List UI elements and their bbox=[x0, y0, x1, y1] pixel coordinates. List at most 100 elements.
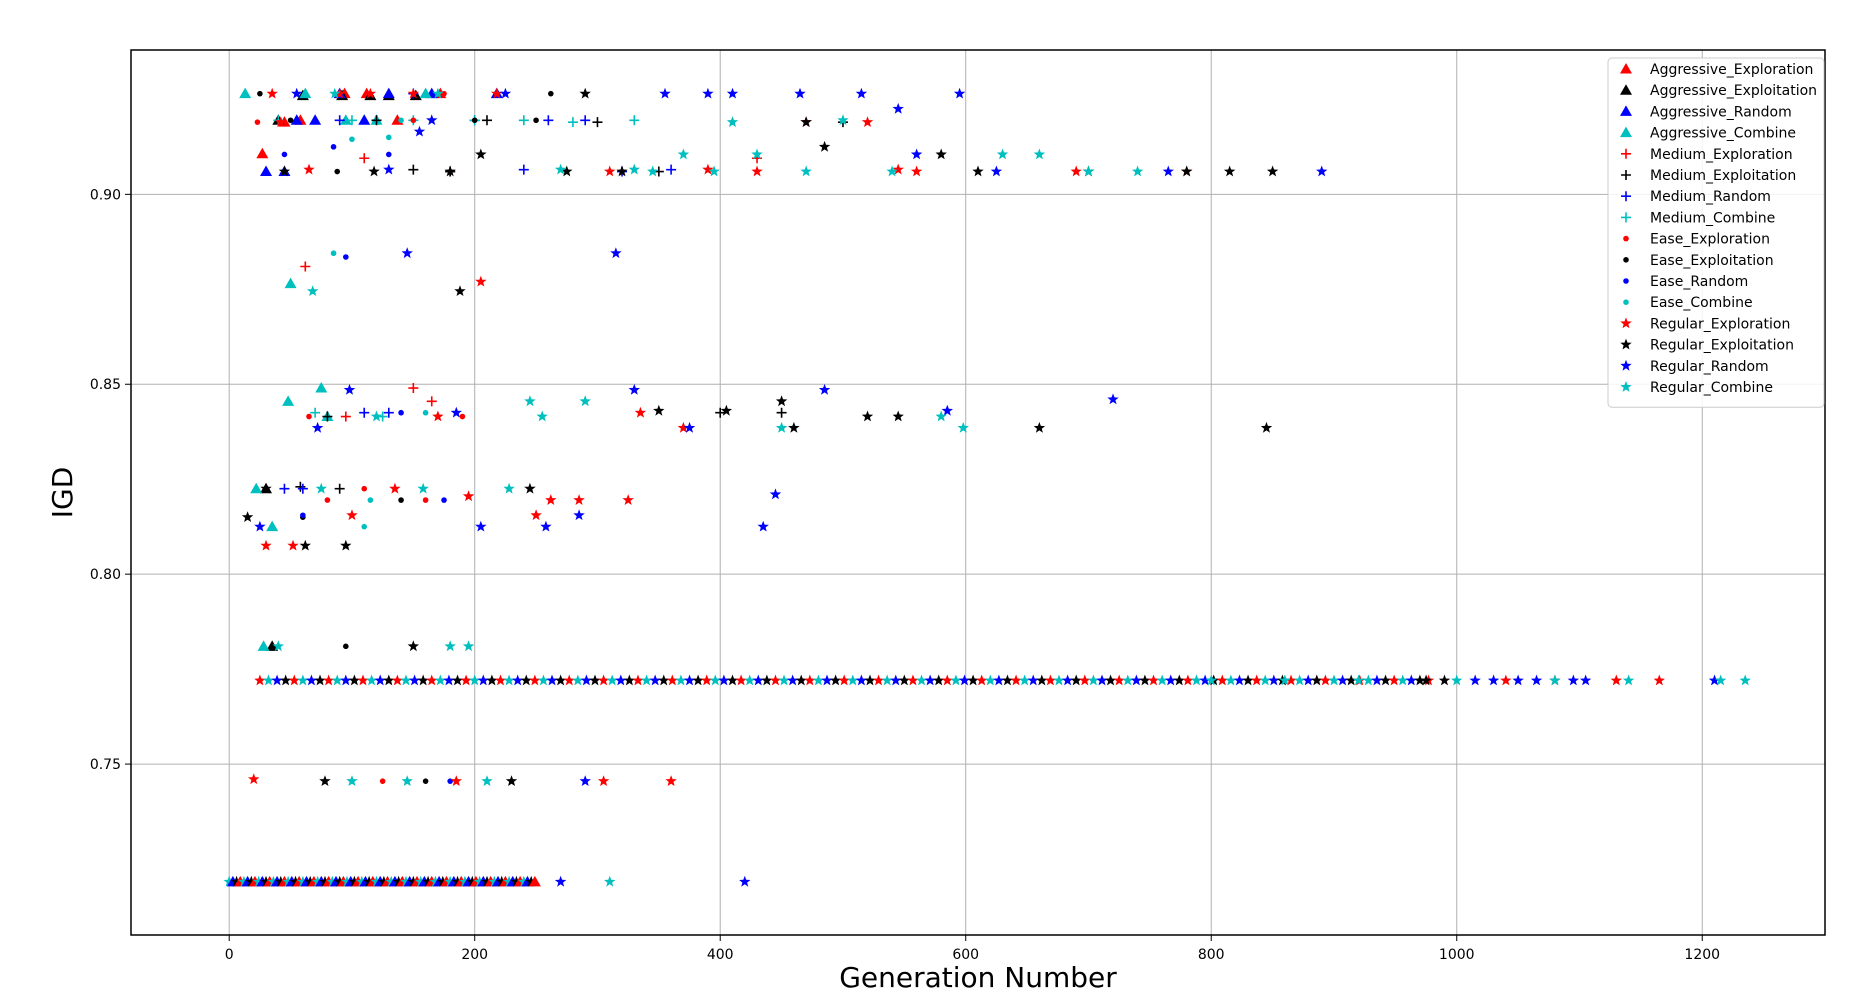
band-point-0772 bbox=[520, 674, 532, 686]
legend-marker bbox=[1623, 278, 1629, 284]
band-point-0772 bbox=[778, 674, 790, 686]
band-point-0772 bbox=[1285, 674, 1297, 686]
x-tick-label: 600 bbox=[952, 947, 979, 963]
legend-label: Medium_Exploration bbox=[1650, 147, 1793, 163]
data-point bbox=[1500, 674, 1512, 686]
band-point-0719 bbox=[230, 875, 243, 887]
data-point bbox=[1223, 165, 1236, 177]
data-point bbox=[330, 250, 337, 257]
x-tick-label: 1200 bbox=[1684, 947, 1720, 963]
series-ease-combine bbox=[330, 117, 429, 530]
data-point bbox=[340, 411, 351, 422]
data-point bbox=[450, 406, 462, 418]
data-point bbox=[422, 409, 429, 416]
data-point bbox=[972, 165, 984, 177]
band-point-0772 bbox=[795, 674, 807, 686]
data-point bbox=[260, 482, 272, 494]
band-point-0772 bbox=[1250, 674, 1263, 686]
y-axis-title: IGD bbox=[46, 467, 79, 519]
band-point-0719 bbox=[437, 875, 449, 887]
band-point-0772 bbox=[924, 674, 936, 686]
band-point-0772 bbox=[941, 674, 953, 686]
data-point bbox=[299, 539, 311, 551]
data-point bbox=[573, 509, 585, 521]
data-points bbox=[239, 87, 1751, 887]
data-point bbox=[364, 87, 377, 99]
band-point-0772 bbox=[554, 674, 567, 686]
data-point bbox=[554, 163, 567, 175]
data-point bbox=[1131, 165, 1144, 177]
band-point-0719 bbox=[510, 875, 523, 887]
data-point bbox=[776, 407, 787, 418]
data-point bbox=[471, 117, 478, 124]
band-point-0772 bbox=[348, 674, 361, 686]
y-tick-label: 0.80 bbox=[90, 567, 121, 583]
data-point bbox=[837, 114, 849, 126]
data-point bbox=[996, 148, 1009, 160]
band-point-0772 bbox=[477, 674, 489, 686]
data-point bbox=[1549, 674, 1561, 686]
data-point bbox=[1610, 674, 1622, 686]
legend-label: Regular_Exploration bbox=[1650, 316, 1790, 332]
data-point bbox=[554, 875, 567, 887]
data-point bbox=[432, 410, 444, 422]
band-point-0772 bbox=[632, 674, 644, 686]
data-point bbox=[401, 775, 413, 786]
legend-marker bbox=[1620, 317, 1632, 329]
band-point-0772 bbox=[426, 674, 438, 686]
band-point-0772 bbox=[1302, 674, 1314, 686]
band-point-0719 bbox=[282, 875, 294, 887]
data-point bbox=[315, 382, 328, 393]
legend-marker bbox=[1620, 359, 1632, 371]
band-point-0772 bbox=[357, 674, 369, 686]
band-point-0772 bbox=[890, 674, 902, 686]
data-point bbox=[1469, 674, 1481, 686]
band-point-0719 bbox=[496, 875, 508, 887]
data-point bbox=[1708, 674, 1721, 686]
data-point bbox=[935, 148, 947, 160]
legend-marker bbox=[1620, 84, 1632, 95]
data-point bbox=[303, 163, 315, 175]
band-point-0772 bbox=[1130, 674, 1143, 686]
data-point bbox=[279, 483, 290, 494]
band-point-0719 bbox=[429, 875, 442, 887]
band-point-0772 bbox=[1225, 674, 1237, 686]
band-point-0772 bbox=[666, 674, 678, 686]
data-point bbox=[503, 482, 515, 494]
data-point bbox=[300, 261, 311, 272]
band-point-0772 bbox=[254, 674, 266, 686]
data-point bbox=[757, 520, 769, 532]
band-point-0772 bbox=[1182, 674, 1194, 686]
band-point-0772 bbox=[1319, 674, 1332, 686]
data-point bbox=[597, 775, 610, 786]
data-point bbox=[751, 165, 763, 177]
data-point bbox=[334, 87, 346, 99]
legend-label: Aggressive_Random bbox=[1650, 104, 1792, 120]
band-point-0772 bbox=[1165, 674, 1177, 686]
band-point-0772 bbox=[718, 674, 730, 686]
data-point bbox=[422, 778, 429, 784]
band-point-0772 bbox=[692, 674, 704, 686]
data-point bbox=[720, 404, 733, 416]
x-tick-label: 400 bbox=[707, 947, 734, 963]
band-point-0772 bbox=[709, 674, 721, 686]
band-point-0772 bbox=[460, 674, 472, 686]
data-point bbox=[383, 163, 395, 175]
band-point-0772 bbox=[589, 674, 601, 686]
band-point-0772 bbox=[640, 674, 653, 686]
data-point bbox=[953, 87, 966, 99]
band-point-0772 bbox=[1122, 674, 1134, 686]
data-point bbox=[462, 640, 475, 652]
series-medium-exploitation bbox=[295, 115, 848, 494]
data-point bbox=[628, 163, 640, 175]
plot-frame bbox=[130, 49, 1826, 936]
data-point bbox=[475, 148, 487, 160]
data-point bbox=[444, 640, 456, 652]
data-point bbox=[540, 520, 552, 532]
data-point bbox=[278, 165, 291, 177]
band-point-0772 bbox=[417, 674, 429, 686]
legend: Aggressive_Exploration Aggressive_Exploit… bbox=[1607, 57, 1825, 408]
band-point-0772 bbox=[374, 674, 386, 686]
band-point-0772 bbox=[967, 674, 979, 686]
band-point-0772 bbox=[1044, 674, 1057, 686]
